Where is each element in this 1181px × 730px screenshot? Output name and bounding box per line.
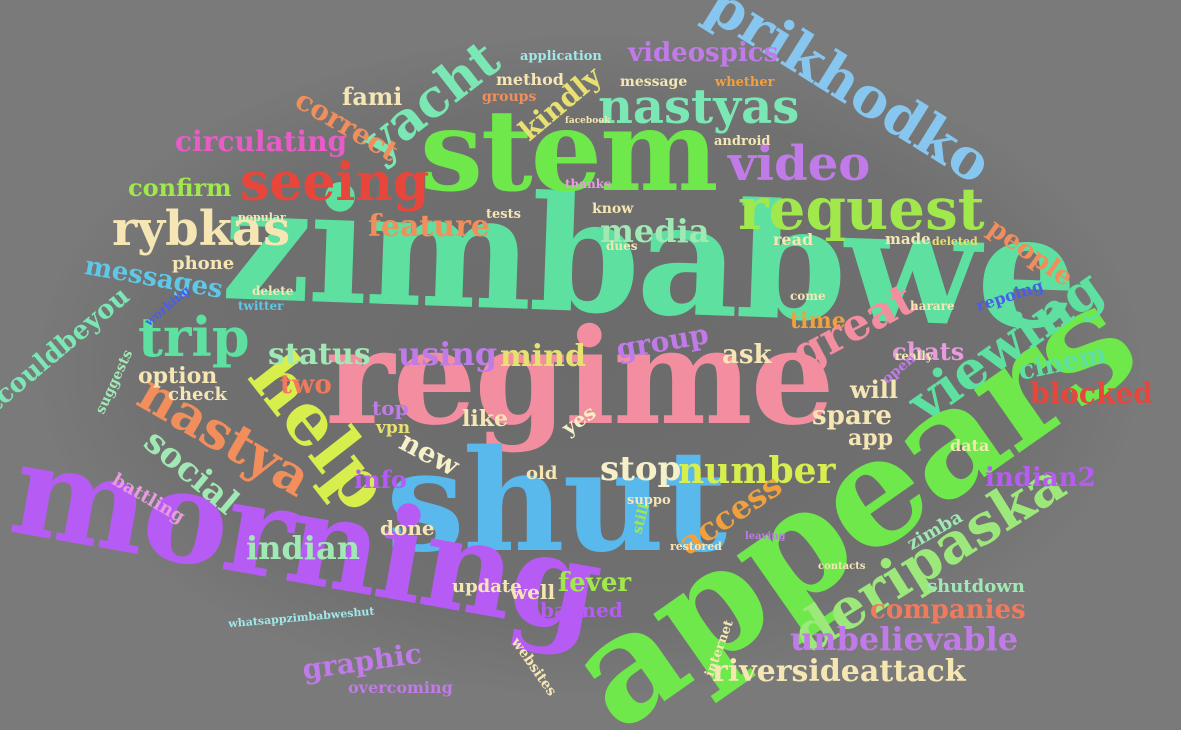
word-option: option (138, 363, 218, 389)
word-will: will (850, 375, 899, 404)
word-done: done (380, 516, 435, 540)
word-made: made (885, 230, 931, 248)
word-facebook: facebook (565, 116, 611, 126)
word-check: check (168, 384, 227, 405)
word-video: video (728, 136, 871, 192)
word-harare: harare (910, 299, 955, 313)
word-vpn: vpn (376, 418, 411, 438)
word-shut: shut (386, 420, 727, 584)
word-unbelievable: unbelievable (790, 620, 1019, 658)
word-thanks: thanks (565, 177, 611, 191)
word-feature: feature (368, 209, 490, 244)
word-data: data (950, 436, 990, 455)
word-media: media (600, 212, 710, 250)
word-circulating: circulating (175, 125, 348, 158)
word-mind: mind (500, 339, 586, 374)
word-fami: fami (342, 82, 403, 111)
word-seeing: seeing (240, 152, 430, 213)
word-time: time (790, 308, 846, 334)
word-spare: spare (812, 401, 892, 431)
word-banned: banned (540, 598, 623, 622)
word-know: know (592, 201, 634, 217)
word-number: number (678, 450, 836, 492)
word-nastyas: nastyas (598, 79, 800, 135)
word-overcoming: overcoming (348, 678, 453, 697)
word-update: update (452, 576, 522, 597)
word-leaving: leaving (745, 531, 786, 542)
word-android: android (714, 134, 771, 149)
word-info: info (354, 465, 407, 494)
word-request: request (738, 175, 985, 243)
word-shutdown: shutdown (927, 576, 1025, 597)
word-riversideattack: riversideattack (712, 654, 966, 689)
word-whether: whether (715, 75, 775, 90)
word-indian: indian (246, 529, 360, 567)
word-chats: chats (892, 337, 965, 366)
word-tests: tests (486, 207, 521, 222)
word-confirm: confirm (128, 173, 232, 202)
word-companies: companies (870, 595, 1026, 625)
word-application: application (520, 49, 602, 64)
word-using: using (398, 335, 498, 373)
word-contacts: contacts (818, 561, 866, 572)
word-groups: groups (482, 89, 537, 105)
word-old: old (526, 463, 558, 484)
word-rybkas: rybkas (112, 201, 291, 257)
word-app: app (848, 425, 894, 451)
word-blocked: blocked (1030, 377, 1153, 410)
word-dues: dues (606, 239, 638, 253)
word-read: read (773, 230, 814, 249)
word-popular: popular (238, 211, 286, 224)
word-like: like (462, 406, 508, 432)
word-fever: fever (558, 568, 632, 598)
word-indian2: indian2 (985, 463, 1096, 493)
word-method: method (496, 70, 564, 89)
word-twitter: twitter (238, 299, 284, 313)
word-restored: restored (670, 540, 722, 553)
word-delete: delete (252, 284, 294, 298)
word-stop: stop (600, 449, 682, 489)
word-suppo: suppo (627, 493, 671, 508)
word-message: message (620, 74, 688, 90)
word-come: come (790, 289, 826, 303)
word-two: two (280, 370, 332, 400)
word-stem: stem (420, 86, 719, 217)
word-deleted: deleted (932, 235, 978, 248)
word-ask: ask (722, 340, 772, 370)
word-top: top (372, 396, 409, 420)
cloud-background (40, 35, 1140, 695)
word-status: status (268, 337, 371, 372)
word-videospics: videospics (628, 38, 779, 68)
word-really: really (895, 349, 933, 363)
word-phone: phone (172, 253, 235, 274)
word-well: well (510, 580, 556, 604)
word-regime: regime (325, 300, 835, 455)
word-trip: trip (138, 305, 250, 369)
